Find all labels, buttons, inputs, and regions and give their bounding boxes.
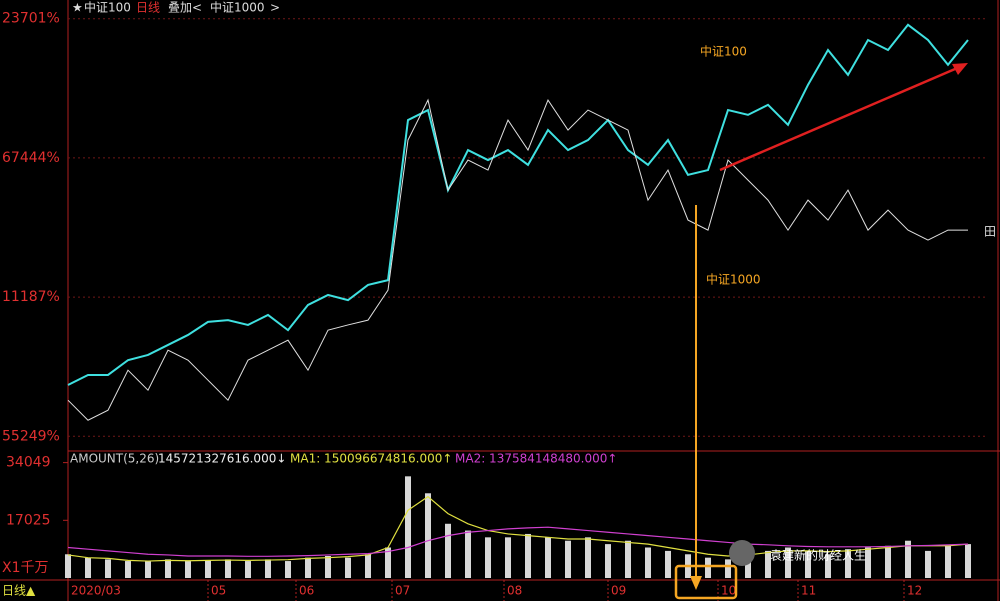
y-tick-label: 23701% [2, 11, 60, 27]
y-tick-label: 11187% [2, 289, 60, 305]
x-tick-label: 05 [211, 584, 226, 598]
bar [705, 557, 711, 578]
bar [265, 559, 271, 578]
overlay-arrow: > [270, 1, 280, 15]
bar [385, 547, 391, 578]
y-tick-label: 17025 [6, 512, 51, 528]
period-switch[interactable]: 日线▲ [2, 584, 36, 598]
plot: 23701% 67444% 11187% 55249% 17025 34049 2020/0… [2, 11, 988, 601]
bar [325, 555, 331, 578]
bar [85, 557, 91, 578]
bar [165, 559, 171, 578]
bar [305, 557, 311, 578]
y-tick-label: 67444% [2, 150, 60, 166]
star: ★ [72, 1, 83, 15]
indicator-name: AMOUNT(5,26) [70, 452, 159, 466]
corner-icon: 田 [984, 225, 996, 239]
bar [525, 533, 531, 578]
bar [405, 476, 411, 578]
bar [745, 554, 751, 578]
arrow-red [719, 64, 963, 172]
bar [185, 561, 191, 578]
bar [805, 550, 811, 578]
bar [905, 540, 911, 578]
x-tick-label: 09 [611, 584, 626, 598]
bar [445, 523, 451, 578]
bar [785, 547, 791, 578]
bar [925, 550, 931, 578]
overlay-name: 中证1000 [210, 0, 265, 15]
period: 日线 [136, 1, 160, 15]
ma-line [67, 495, 969, 562]
arrow-head [952, 63, 968, 75]
index-name: 中证100 [84, 0, 131, 15]
y-tick-label: 55249% [2, 428, 60, 444]
indicator-ma1: MA1: 150096674816.000↑ [290, 452, 452, 466]
x-tick-label: 11 [801, 584, 816, 598]
wechat-icon [729, 540, 755, 566]
bar [425, 493, 431, 578]
bar [605, 544, 611, 578]
bar [585, 537, 591, 578]
x-tick-label: 12 [907, 584, 922, 598]
bar [665, 550, 671, 578]
ma-line [67, 526, 969, 557]
x-tick-label: 10 [721, 584, 736, 598]
bar [205, 560, 211, 578]
bar [285, 561, 291, 578]
annotation: 中证100 [700, 44, 747, 59]
series-line [67, 23, 969, 386]
indicator-amount: 145721327616.000↓ [158, 452, 286, 466]
bar [125, 561, 131, 578]
bar [945, 545, 951, 578]
bar [885, 545, 891, 578]
watermark: 袁建新的财经人生 [770, 548, 866, 563]
series-line [67, 98, 968, 421]
highlight-box [674, 564, 738, 600]
bar [545, 537, 551, 578]
x-tick-label: 06 [299, 584, 314, 598]
bar [645, 547, 651, 578]
indicator-ma2: MA2: 137584148480.000↑ [455, 452, 617, 466]
bar [865, 547, 871, 578]
x-tick-label: 2020/03 [71, 584, 121, 598]
bar [65, 554, 71, 578]
bar [365, 554, 371, 578]
y-tick-label: 34049 [6, 455, 51, 471]
bar [505, 537, 511, 578]
bar [465, 530, 471, 578]
unit-label: X1千万 [2, 560, 49, 576]
overlay: 叠加< [168, 1, 202, 15]
bar [245, 561, 251, 578]
bar [565, 540, 571, 578]
annotation: 中证1000 [706, 272, 761, 287]
bar [725, 559, 731, 578]
x-tick-label: 08 [507, 584, 522, 598]
bar [145, 561, 151, 578]
bar [845, 549, 851, 578]
bar [765, 550, 771, 578]
bar [485, 537, 491, 578]
bar [345, 557, 351, 578]
bar [625, 540, 631, 578]
bar [105, 559, 111, 578]
bar [225, 559, 231, 578]
bar [965, 544, 971, 578]
x-tick-label: 07 [395, 584, 410, 598]
bar [825, 554, 831, 578]
arrow-head [690, 576, 702, 590]
